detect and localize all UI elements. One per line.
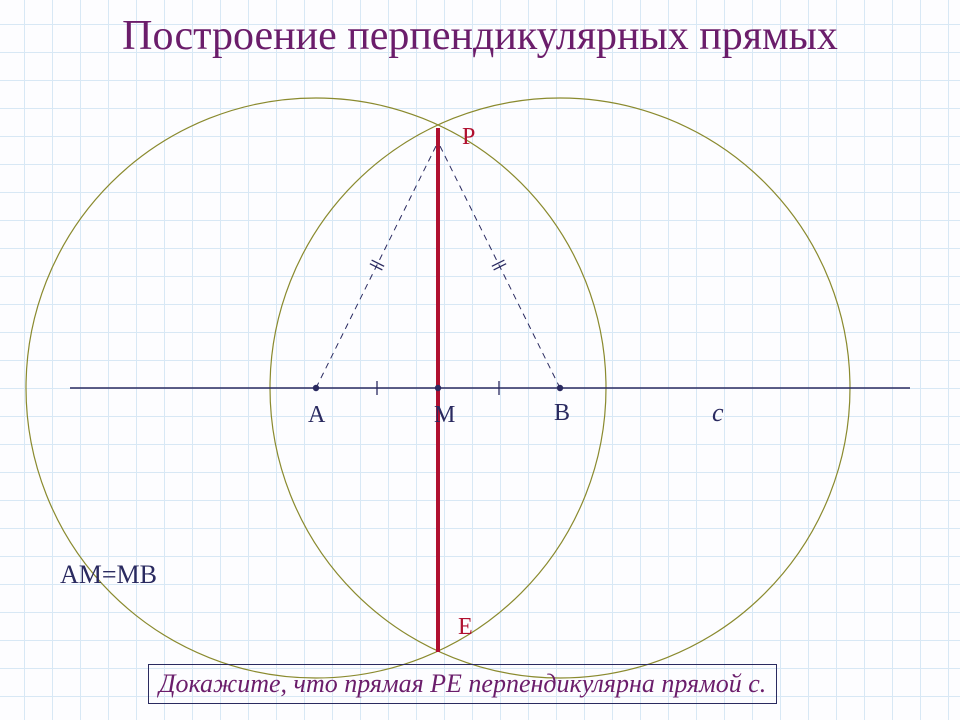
point-m bbox=[435, 385, 441, 391]
label-b: B bbox=[554, 400, 570, 427]
footnote-text: Докажите, что прямая РЕ перпендикулярна … bbox=[159, 669, 766, 698]
point-b bbox=[557, 385, 563, 391]
equality-text: AM=MB bbox=[60, 560, 157, 590]
segment-ap bbox=[316, 142, 438, 388]
label-e: E bbox=[458, 614, 473, 641]
label-c-line: c bbox=[712, 398, 724, 428]
footnote-box: Докажите, что прямая РЕ перпендикулярна … bbox=[148, 664, 777, 704]
point-a bbox=[313, 385, 319, 391]
label-m: M bbox=[434, 402, 455, 429]
geometry-diagram bbox=[0, 0, 960, 720]
segment-bp bbox=[438, 142, 560, 388]
label-p: P bbox=[462, 124, 475, 151]
label-a: A bbox=[308, 402, 325, 429]
